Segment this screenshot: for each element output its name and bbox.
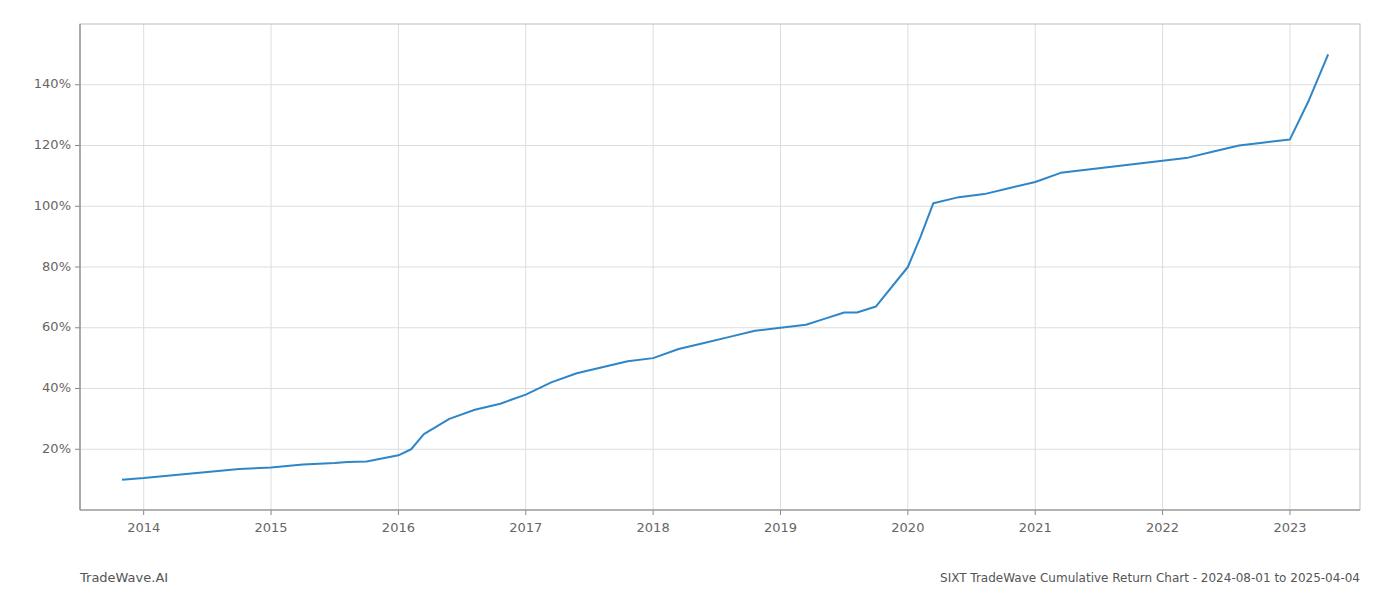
x-tick-label: 2019: [764, 520, 797, 535]
x-tick: [907, 510, 908, 515]
x-tick: [653, 510, 654, 515]
y-tick: [75, 84, 80, 85]
x-tick: [780, 510, 781, 515]
x-grid-line: [398, 24, 399, 510]
x-tick-label: 2016: [382, 520, 415, 535]
plot-frame: [80, 24, 1360, 510]
y-tick-label: 120%: [34, 137, 71, 152]
y-grid-line: [80, 267, 1360, 268]
x-tick: [1289, 510, 1290, 515]
x-tick-label: 2018: [637, 520, 670, 535]
y-tick-label: 60%: [42, 319, 71, 334]
x-tick: [1035, 510, 1036, 515]
y-axis-line: [79, 24, 80, 510]
y-grid-line: [80, 84, 1360, 85]
x-tick: [271, 510, 272, 515]
x-tick-label: 2014: [127, 520, 160, 535]
y-grid-line: [80, 206, 1360, 207]
data-layer: [122, 54, 1328, 479]
chart-title: SIXT TradeWave Cumulative Return Chart -…: [940, 571, 1360, 585]
y-tick-label: 100%: [34, 198, 71, 213]
y-grid-line: [80, 449, 1360, 450]
watermark: TradeWave.AI: [79, 570, 168, 585]
chart-svg: 20% 40% 60% 80% 100% 120% 140% 2014 2015 2016 2017…: [0, 0, 1400, 600]
x-grid-line: [271, 24, 272, 510]
x-tick: [1162, 510, 1163, 515]
x-tick-label: 2023: [1273, 520, 1306, 535]
x-tick: [143, 510, 144, 515]
y-tick: [75, 449, 80, 450]
x-tick-label: 2021: [1019, 520, 1052, 535]
y-tick-label: 80%: [42, 259, 71, 274]
y-tick: [75, 206, 80, 207]
x-grid-line: [1289, 24, 1290, 510]
y-tick-label: 140%: [34, 76, 71, 91]
x-axis-line: [80, 509, 1360, 510]
footer: TradeWave.AI SIXT TradeWave Cumulative Re…: [79, 570, 1360, 585]
y-grid-line: [80, 388, 1360, 389]
x-tick-label: 2017: [509, 520, 542, 535]
x-grid-line: [780, 24, 781, 510]
line-series: [122, 54, 1328, 479]
x-tick-label: 2015: [254, 520, 287, 535]
axes: 20% 40% 60% 80% 100% 120% 140% 2014 2015 2016 2017…: [34, 24, 1360, 535]
y-tick-label: 40%: [42, 380, 71, 395]
x-grid-line: [653, 24, 654, 510]
grid: [80, 24, 1360, 510]
x-grid-line: [143, 24, 144, 510]
y-tick: [75, 388, 80, 389]
y-tick: [75, 267, 80, 268]
y-tick: [75, 145, 80, 146]
x-tick-label: 2020: [891, 520, 924, 535]
y-tick: [75, 327, 80, 328]
y-grid-line: [80, 145, 1360, 146]
y-grid-line: [80, 327, 1360, 328]
y-tick-label: 20%: [42, 441, 71, 456]
x-tick: [398, 510, 399, 515]
x-tick: [525, 510, 526, 515]
x-tick-label: 2022: [1146, 520, 1179, 535]
x-grid-line: [1035, 24, 1036, 510]
x-grid-line: [1162, 24, 1163, 510]
chart-container: 20% 40% 60% 80% 100% 120% 140% 2014 2015 2016 2017…: [0, 0, 1400, 600]
x-grid-line: [525, 24, 526, 510]
